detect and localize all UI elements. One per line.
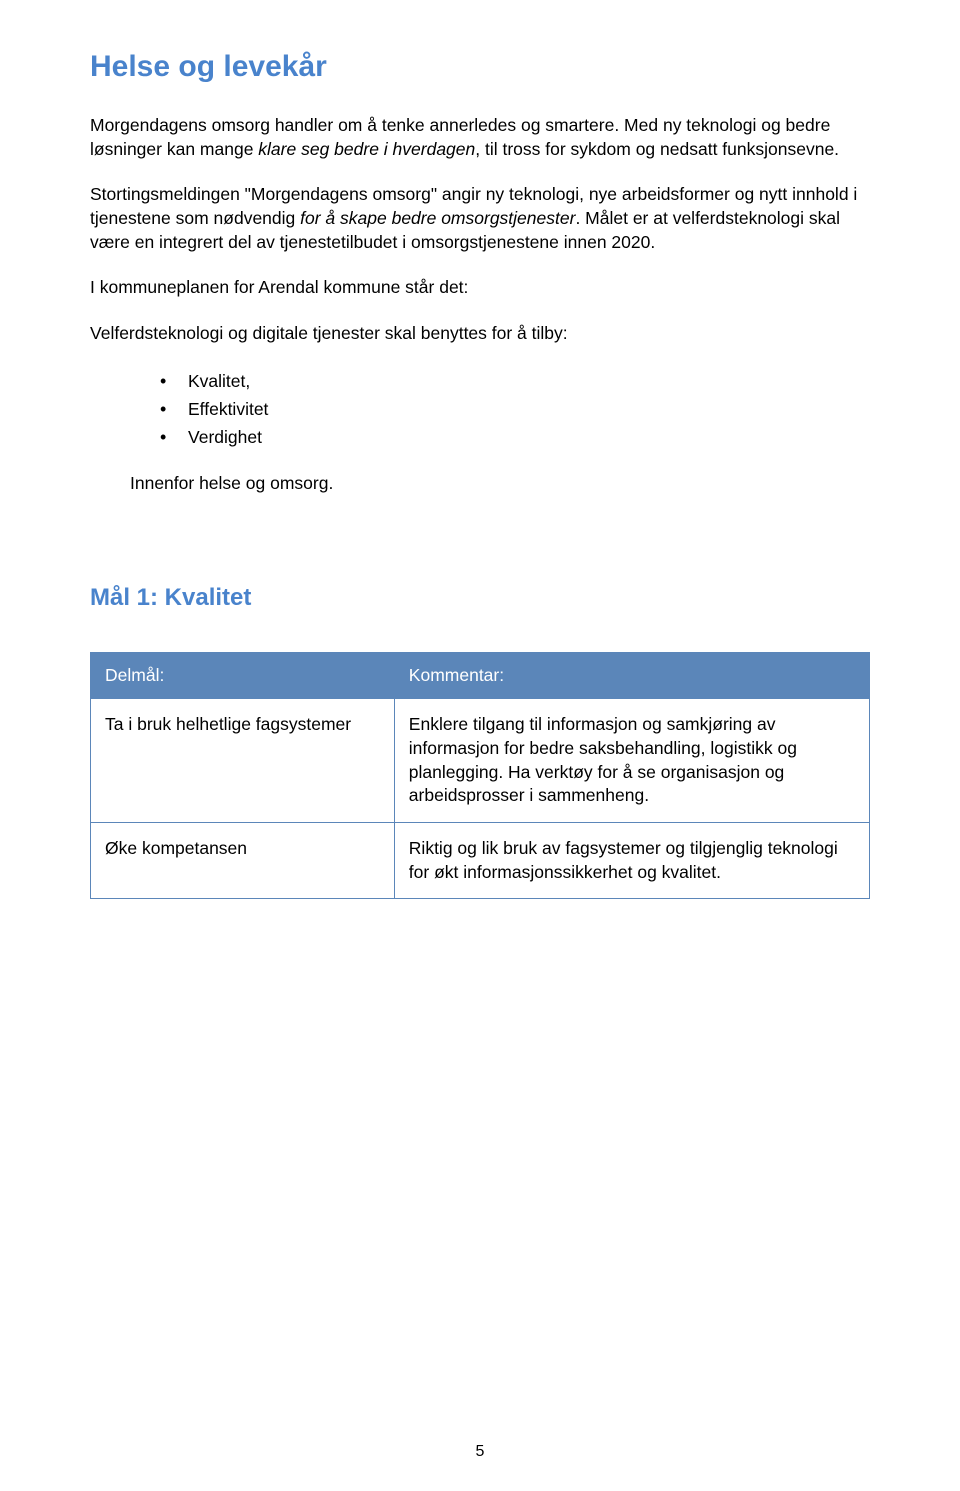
paragraph-1: Morgendagens omsorg handler om å tenke a… — [90, 114, 870, 161]
paragraph-2-italic: for å skape bedre omsorgstjenester — [300, 208, 575, 228]
table-row: Øke kompetansen Riktig og lik bruk av fa… — [91, 822, 870, 898]
paragraph-5: Innenfor helse og omsorg. — [130, 473, 870, 494]
page-title: Helse og levekår — [90, 50, 870, 84]
paragraph-3: I kommuneplanen for Arendal kommune står… — [90, 276, 870, 300]
paragraph-1-b: , til tross for sykdom og nedsatt funksj… — [475, 139, 839, 159]
page-number: 5 — [476, 1443, 485, 1461]
list-item: Kvalitet, — [160, 367, 870, 395]
bullet-list: Kvalitet, Effektivitet Verdighet — [160, 367, 870, 451]
section-subtitle: Mål 1: Kvalitet — [90, 584, 870, 612]
table-cell-delmal: Øke kompetansen — [91, 822, 395, 898]
table-cell-delmal: Ta i bruk helhetlige fagsystemer — [91, 699, 395, 823]
table-cell-kommentar: Riktig og lik bruk av fagsystemer og til… — [394, 822, 869, 898]
table-header-kommentar: Kommentar: — [394, 653, 869, 699]
goals-table: Delmål: Kommentar: Ta i bruk helhetlige … — [90, 652, 870, 899]
table-row: Ta i bruk helhetlige fagsystemer Enklere… — [91, 699, 870, 823]
paragraph-4: Velferdsteknologi og digitale tjenester … — [90, 322, 870, 346]
paragraph-2: Stortingsmeldingen "Morgendagens omsorg"… — [90, 183, 870, 254]
table-header-delmal: Delmål: — [91, 653, 395, 699]
table-cell-kommentar: Enklere tilgang til informasjon og samkj… — [394, 699, 869, 823]
list-item: Verdighet — [160, 423, 870, 451]
paragraph-1-italic: klare seg bedre i hverdagen — [258, 139, 475, 159]
list-item: Effektivitet — [160, 395, 870, 423]
table-header-row: Delmål: Kommentar: — [91, 653, 870, 699]
